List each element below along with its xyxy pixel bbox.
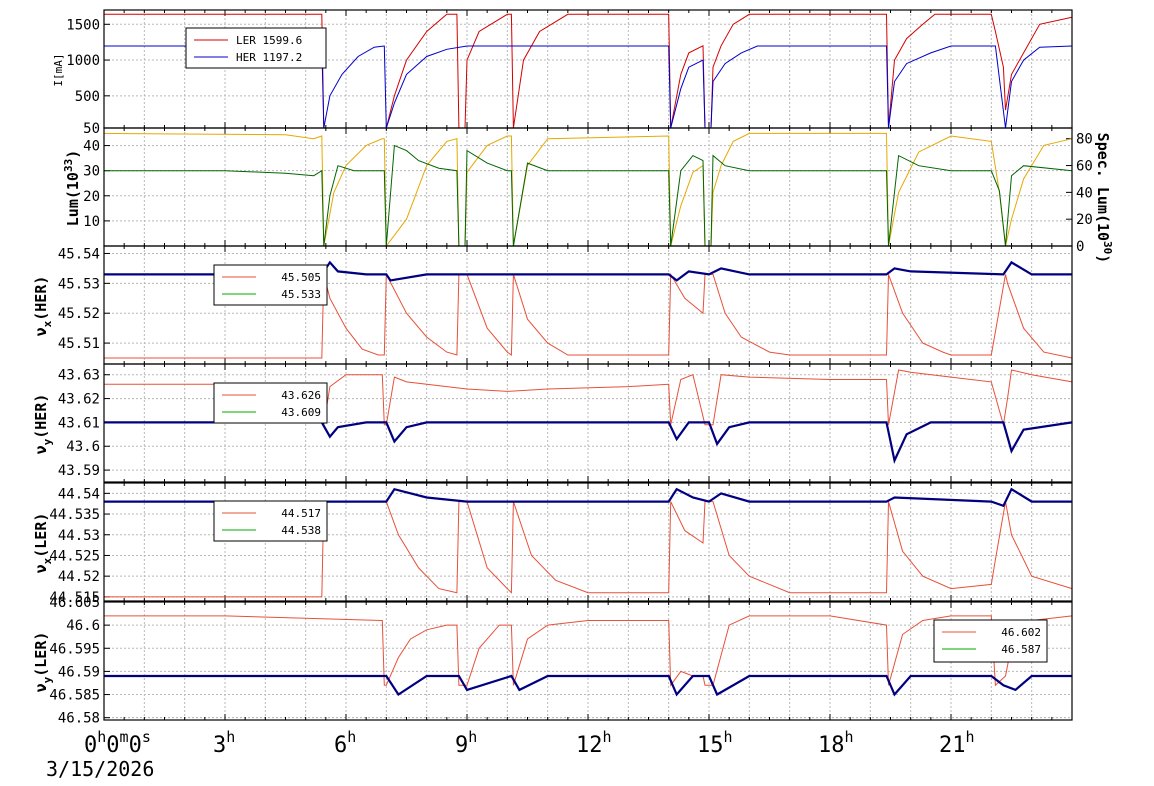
legend-entry: 45.505 xyxy=(281,271,321,284)
panel-nuy_ler: 46.58 46.585 46.59 46.595 46.6 46.605 νy(LER) 4… xyxy=(32,595,1073,727)
y-tick-label: 45.53 xyxy=(58,276,100,292)
y-tick-label: 46.595 xyxy=(49,641,100,657)
y-axis-label: I[mA] xyxy=(52,53,65,86)
series-line-spec-lum xyxy=(103,132,1073,248)
legend-entry: 44.517 xyxy=(281,507,321,520)
y2-tick-label: 60 xyxy=(1076,159,1093,175)
y2-tick-label: 40 xyxy=(1076,185,1093,201)
legend-entry: LER 1599.6 xyxy=(236,34,302,47)
y-tick-label: 1000 xyxy=(66,53,100,69)
legend-entry: 43.626 xyxy=(281,389,321,402)
x-tick-label: 3h xyxy=(213,728,235,758)
y-tick-label: 43.59 xyxy=(58,463,100,479)
y-tick-label: 43.61 xyxy=(58,415,100,431)
y2-tick-label: 80 xyxy=(1076,132,1093,148)
x-tick-label: 21h xyxy=(939,728,975,758)
y-tick-label: 50 xyxy=(83,121,100,137)
legend-box xyxy=(185,27,327,69)
y-tick-label: 44.515 xyxy=(49,590,100,606)
y-axis-label: νx(LER) xyxy=(32,513,54,574)
legend-box xyxy=(213,264,328,306)
y-tick-label: 46.6 xyxy=(66,618,100,634)
x-tick-label: 0h0m0s xyxy=(84,728,151,758)
y-tick-label: 500 xyxy=(75,89,100,105)
y-tick-label: 10 xyxy=(83,214,100,230)
panel-nux_ler: 44.515 44.52 44.525 44.53 44.535 44.54νx(LER)… xyxy=(32,482,1073,606)
y-tick-label: 43.6 xyxy=(66,439,100,455)
panel-frame xyxy=(103,363,1073,483)
y-axis-label: Lum(1033) xyxy=(62,150,82,226)
series-line-measured xyxy=(104,260,1072,282)
panel-frame xyxy=(103,601,1073,721)
series-line-set xyxy=(104,615,1073,687)
y-tick-label: 45.51 xyxy=(58,336,100,352)
legend-entry: 43.609 xyxy=(281,406,321,419)
legend-entry: HER 1197.2 xyxy=(236,51,302,64)
panel-luminosity: 10 20 30 40 0 20 40 60 80 Lum(1033) Spec. Lum(1030… xyxy=(62,127,1114,264)
x-axis: 0h0m0s 3h 6h 9h 12h 15h 18h 21h 3/15/2026 xyxy=(46,728,975,781)
y2-tick-label: 20 xyxy=(1076,212,1093,228)
y-tick-label: 43.63 xyxy=(58,368,100,384)
x-tick-label: 15h xyxy=(697,728,733,758)
x-tick-label: 12h xyxy=(576,728,612,758)
y-tick-label: 46.585 xyxy=(49,688,100,704)
legend-entry: 46.602 xyxy=(1001,626,1041,639)
y-tick-label: 20 xyxy=(83,189,100,205)
x-tick-label: 9h xyxy=(455,728,477,758)
y-tick-label: 40 xyxy=(83,139,100,155)
legend-box xyxy=(213,382,328,424)
y-tick-label: 1500 xyxy=(66,17,100,33)
y2-axis-label: Spec. Lum(1030) xyxy=(1094,133,1114,264)
series-line-set xyxy=(104,272,1073,359)
y-tick-label: 46.605 xyxy=(49,595,100,611)
series-line-measured xyxy=(104,674,1072,697)
y2-tick-label: 0 xyxy=(1076,239,1084,255)
y-tick-label: 44.53 xyxy=(58,528,100,544)
y-tick-label: 46.58 xyxy=(58,711,100,727)
y-tick-label: 46.59 xyxy=(58,664,100,680)
y-tick-label: 44.535 xyxy=(49,507,100,523)
y-tick-label: 44.52 xyxy=(58,569,100,585)
legend-entry: 46.587 xyxy=(1001,643,1041,656)
y-tick-label: 45.54 xyxy=(58,246,100,262)
series-line-her xyxy=(104,45,1073,129)
y-tick-label: 44.525 xyxy=(49,548,100,564)
legend-box xyxy=(213,500,328,542)
panel-frame xyxy=(103,482,1073,602)
series-line-ler xyxy=(104,13,1073,129)
y-tick-label: 45.52 xyxy=(58,306,100,322)
legend-box xyxy=(933,619,1048,663)
x-start-date: 3/15/2026 xyxy=(46,757,154,781)
legend-entry: 44.538 xyxy=(281,524,321,537)
y-tick-label: 30 xyxy=(83,164,100,180)
y-axis-label: νx(HER) xyxy=(32,276,54,337)
series-line-measured xyxy=(104,421,1073,464)
x-tick-label: 18h xyxy=(818,728,854,758)
legend-entry: 45.533 xyxy=(281,288,321,301)
y-axis-label: νy(LER) xyxy=(32,632,54,693)
x-tick-label: 6h xyxy=(334,728,356,758)
panel-current: 50 500 1000 1500 I[mA] LER 1599.6 HER 1197.2 xyxy=(52,9,1073,137)
series-line-measured xyxy=(104,487,1072,508)
y-tick-label: 43.62 xyxy=(58,392,100,408)
series-line-set xyxy=(104,369,1073,426)
y-tick-label: 44.54 xyxy=(58,486,100,502)
y-axis-label: νy(HER) xyxy=(32,394,54,455)
series-line-set xyxy=(104,501,1073,598)
